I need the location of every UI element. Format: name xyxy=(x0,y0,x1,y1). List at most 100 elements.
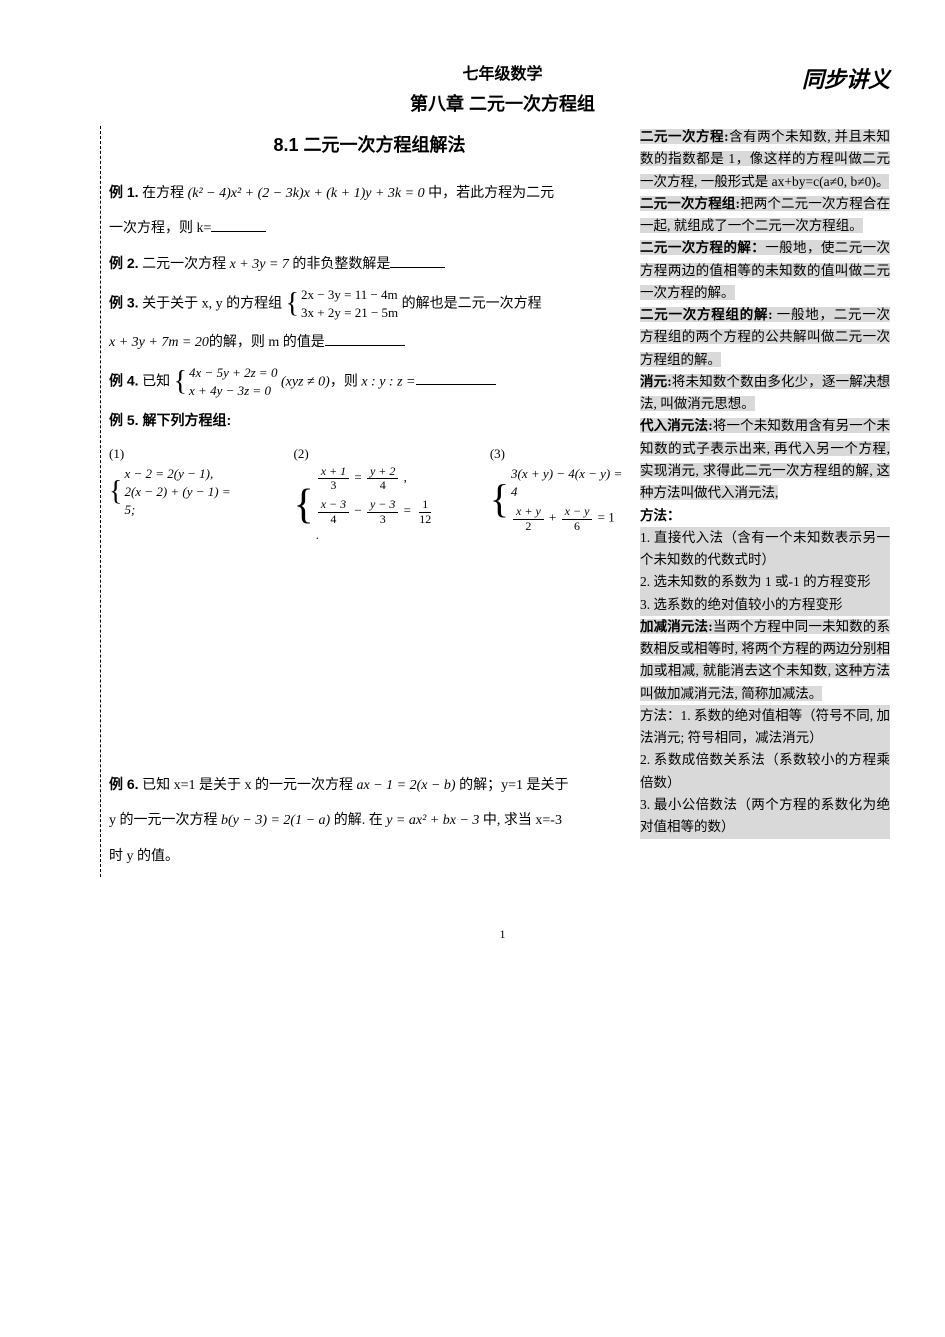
e5-1-num: (1) xyxy=(109,446,124,461)
e4-blank xyxy=(416,370,496,385)
e5-item-2: (2) { x + 13 = y + 24 , x − 34 − xyxy=(294,444,440,544)
side-p9c: 3. 最小公倍数法（两个方程的系数化为绝对值相等的数） xyxy=(640,794,890,839)
n: x + 1 xyxy=(318,465,349,479)
e6-f1: ax − 1 = 2(x − b) xyxy=(356,778,455,793)
e6-label: 例 6. xyxy=(109,776,139,792)
side-p9a: 方法：1. 系数的绝对值相等（符号不同, 加法消元; 符号相同，减法消元） xyxy=(640,705,890,750)
n: y − 3 xyxy=(367,498,398,512)
e2-text-a: 二元一次方程 xyxy=(139,257,230,272)
e5-3-top: 3(x + y) − 4(x − y) = 4 xyxy=(511,465,630,501)
side-p3: 二元一次方程的解：一般地，使二元一次方程两边的值相等的未知数的值叫做二元一次方程… xyxy=(640,237,890,304)
d: 12 xyxy=(416,513,434,526)
frac: x − y6 xyxy=(562,505,593,532)
e3-brace-content: 2x − 3y = 11 − 4m 3x + 2y = 21 − 5m xyxy=(301,286,398,322)
brace-icon: { xyxy=(109,478,122,506)
term: 二元一次方程组: xyxy=(640,196,740,211)
e6-text-c: y 的一元一次方程 xyxy=(109,813,221,828)
side-p7-term: 方法： xyxy=(640,505,890,527)
e1-text-c: 一次方程，则 k= xyxy=(109,221,211,236)
section-title: 8.1 二元一次方程组解法 xyxy=(109,126,630,166)
d: 4 xyxy=(377,479,389,492)
frac: x + y2 xyxy=(513,505,544,532)
e5-3-row2: x + y2 + x − y6 = 1 xyxy=(511,505,630,532)
e2-formula: x + 3y = 7 xyxy=(230,257,289,272)
term: 二元一次方程的解： xyxy=(640,240,765,255)
e5-label: 例 5. 解下列方程组: xyxy=(109,412,231,428)
e5-3-brace: { 3(x + y) − 4(x − y) = 4 x + y2 + x − y… xyxy=(490,465,630,533)
e5-item-1: (1) { x − 2 = 2(y − 1), 2(x − 2) + (y − … xyxy=(109,444,244,544)
handwrite-title: 同步讲义 xyxy=(802,62,890,94)
example-6-line2: y 的一元一次方程 b(y − 3) = 2(1 − a) 的解. 在 y = … xyxy=(109,806,630,835)
e5-3-content: 3(x + y) − 4(x − y) = 4 x + y2 + x − y6 … xyxy=(511,465,630,533)
brace-icon: { xyxy=(286,290,299,318)
term: 加减消元法: xyxy=(640,619,713,634)
side-p4: 二元一次方程组的解: 一般地，二元一次方程组的两个方程的公共解叫做二元一次方程组… xyxy=(640,304,890,371)
e4-cond: (xyz ≠ 0) xyxy=(281,374,330,389)
e4-label: 例 4. xyxy=(109,372,139,388)
side-p7-2: 2. 选未知数的系数为 1 或-1 的方程变形 xyxy=(640,571,890,593)
e5-equations: (1) { x − 2 = 2(y − 1), 2(x − 2) + (y − … xyxy=(109,444,630,544)
n: y + 2 xyxy=(367,465,398,479)
e3-text-c: x + 3y + 7m = 20 xyxy=(109,335,209,350)
e4-text-a: 已知 xyxy=(139,374,174,389)
e6-text-a: 已知 x=1 是关于 x 的一元一次方程 xyxy=(139,778,357,793)
frac: x − 34 xyxy=(318,498,349,525)
e3-blank xyxy=(325,331,405,346)
side-p6: 代入消元法:将一个未知数用含有另一个未知数的式子表示出来, 再代入另一个方程, … xyxy=(640,415,890,504)
side-p7-3: 3. 选系数的绝对值较小的方程变形 xyxy=(640,594,890,616)
e4-brace-content: 4x − 5y + 2z = 0 x + 4y − 3z = 0 xyxy=(189,364,277,400)
frac: x + 13 xyxy=(318,465,349,492)
e5-2-brace: { x + 13 = y + 24 , x − 34 − y − 33 xyxy=(294,465,440,544)
brace-icon: { xyxy=(294,484,314,526)
sidebar-column: 二元一次方程:含有两个未知数, 并且未知数的指数都是 1，像这样的方程叫做二元一… xyxy=(640,126,890,839)
example-4: 例 4. 已知 { 4x − 5y + 2z = 0 x + 4y − 3z =… xyxy=(109,364,630,400)
page: 同步讲义 七年级数学 第八章 二元一次方程组 8.1 二元一次方程组解法 例 1… xyxy=(0,0,945,982)
e5-2-num: (2) xyxy=(294,446,309,461)
e3-text-b: 的解也是二元一次方程 xyxy=(402,296,542,311)
e6-text-f: 时 y 的值。 xyxy=(109,849,179,864)
e2-text-b: 的非负整数解是 xyxy=(289,257,391,272)
term: 代入消元法: xyxy=(640,418,713,433)
side-p8: 加减消元法:当两个方程中同一未知数的系数相反或相等时, 将两个方程的两边分别相加… xyxy=(640,616,890,705)
e5-3-num: (3) xyxy=(490,446,505,461)
e1-blank xyxy=(211,217,266,232)
example-6-line1: 例 6. 已知 x=1 是关于 x 的一元一次方程 ax − 1 = 2(x −… xyxy=(109,770,630,800)
example-3-line2: x + 3y + 7m = 20的解，则 m 的值是 xyxy=(109,328,630,357)
workspace-spacer xyxy=(109,544,630,764)
e1-formula: (k² − 4)x² + (2 − 3k)x + (k + 1)y + 3k =… xyxy=(188,186,425,201)
example-2: 例 2. 二元一次方程 x + 3y = 7 的非负整数解是 xyxy=(109,249,630,279)
e4-ratio: x : y : z = xyxy=(361,374,415,389)
e3-system: { 2x − 3y = 11 − 4m 3x + 2y = 21 − 5m xyxy=(286,286,399,322)
e4-system: { 4x − 5y + 2z = 0 x + 4y − 3z = 0 xyxy=(174,364,278,400)
side-p5: 消元:将未知数个数由多化少，逐一解决想法, 叫做消元思想。 xyxy=(640,371,890,416)
e6-f2: b(y − 3) = 2(1 − a) xyxy=(221,813,330,828)
e1-label: 例 1. xyxy=(109,184,139,200)
e5-2-row2: x − 34 − y − 33 = 112 . xyxy=(316,498,440,544)
e4-sys-bot: x + 4y − 3z = 0 xyxy=(189,382,277,400)
side-p2: 二元一次方程组:把两个二元一次方程合在一起, 就组成了一个二元一次方程组。 xyxy=(640,193,890,238)
e3-sys-top: 2x − 3y = 11 − 4m xyxy=(301,286,398,304)
n: x − 3 xyxy=(318,498,349,512)
e1-text-b: 中，若此方程为二元 xyxy=(425,186,555,201)
term: 消元: xyxy=(640,374,672,389)
body: 将未知数个数由多化少，逐一解决想法, 叫做消元思想。 xyxy=(640,374,890,411)
subject-title: 七年级数学 xyxy=(100,60,905,84)
n: x − y xyxy=(562,505,593,519)
frac: 112 xyxy=(416,498,434,525)
d: 3 xyxy=(327,479,339,492)
n: 1 xyxy=(419,498,431,512)
page-footer: 1 xyxy=(100,927,905,942)
e5-2-content: x + 13 = y + 24 , x − 34 − y − 33 = 112 … xyxy=(316,465,440,544)
side-p9b: 2. 系数成倍数关系法（系数较小的方程乘倍数） xyxy=(640,749,890,794)
frac: y − 33 xyxy=(367,498,398,525)
d: 6 xyxy=(571,520,583,533)
e2-label: 例 2. xyxy=(109,255,139,271)
e5-item-3: (3) { 3(x + y) − 4(x − y) = 4 x + y2 + x… xyxy=(490,444,630,544)
title-area: 七年级数学 第八章 二元一次方程组 xyxy=(100,60,905,116)
e3-label: 例 3. xyxy=(109,294,139,310)
e5-1-top: x − 2 = 2(y − 1), xyxy=(124,465,243,483)
side-p1: 二元一次方程:含有两个未知数, 并且未知数的指数都是 1，像这样的方程叫做二元一… xyxy=(640,126,890,193)
e5-1-bot: 2(x − 2) + (y − 1) = 5; xyxy=(124,483,243,519)
e2-blank xyxy=(390,253,445,268)
e6-f3: y = ax² + bx − 3 xyxy=(386,813,479,828)
